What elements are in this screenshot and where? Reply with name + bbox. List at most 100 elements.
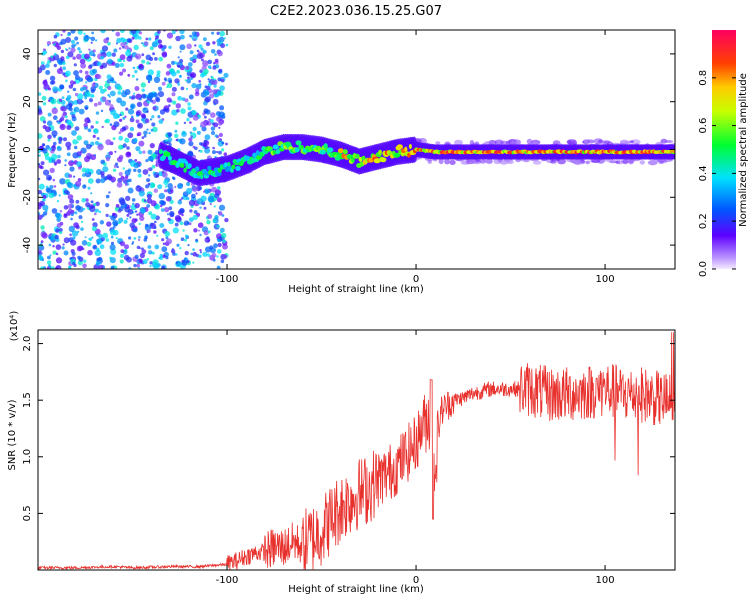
heatmap-cell: [101, 125, 104, 129]
heatmap-cell: [87, 178, 94, 184]
heatmap-cell: [127, 132, 134, 139]
heatmap-cell: [90, 125, 94, 129]
heatmap-cell: [174, 185, 177, 188]
heatmap-cell: [216, 90, 222, 96]
heatmap-cell: [63, 213, 68, 219]
heatmap-cell: [78, 50, 82, 54]
heatmap-cell: [48, 157, 53, 162]
heatmap-cell: [148, 37, 152, 41]
heatmap-cell: [133, 92, 136, 95]
heatmap-cell: [120, 249, 125, 254]
heatmap-cell: [393, 152, 401, 158]
heatmap-cell: [149, 261, 153, 265]
heatmap-cell: [150, 128, 154, 132]
heatmap-cell: [59, 228, 63, 232]
heatmap-cell: [210, 49, 216, 54]
heatmap-cell: [58, 60, 62, 64]
heatmap-cell: [216, 197, 222, 203]
heatmap-cell: [49, 75, 56, 82]
colorbar-ticks: 0.0 0.2 0.4 0.6 0.8: [698, 70, 736, 277]
heatmap-cell: [200, 121, 207, 128]
heatmap-cell: [117, 90, 122, 95]
heatmap-cell: [54, 234, 59, 240]
heatmap-cell: [134, 159, 138, 162]
heatmap-cell: [171, 71, 177, 77]
heatmap-cell: [90, 192, 93, 195]
heatmap-cell: [112, 212, 116, 216]
heatmap-cell: [180, 86, 185, 91]
heatmap-cell: [133, 33, 140, 40]
y-tick-label: 40: [22, 48, 33, 61]
heatmap-cell: [47, 44, 50, 47]
heatmap-cell: [91, 226, 97, 232]
heatmap-cell: [220, 259, 225, 264]
heatmap-cell: [380, 157, 387, 163]
heatmap-cell: [130, 103, 136, 109]
heatmap-cell: [60, 49, 65, 54]
heatmap-cell: [214, 53, 217, 56]
heatmap-cell: [42, 204, 49, 211]
heatmap-cell: [153, 76, 161, 84]
heatmap-cell: [179, 162, 185, 168]
heatmap-cell: [143, 238, 148, 242]
heatmap-cell: [122, 143, 127, 148]
heatmap-cell: [207, 65, 212, 69]
heatmap-cell: [95, 201, 100, 207]
heatmap-cell: [217, 42, 221, 47]
heatmap-cell: [41, 51, 46, 56]
heatmap-cell: [189, 209, 193, 213]
heatmap-cell: [174, 133, 179, 138]
heatmap-cell: [158, 192, 165, 200]
heatmap-cell: [146, 128, 149, 131]
x-tick-label: -100: [216, 575, 239, 586]
heatmap-cell: [46, 41, 52, 46]
heatmap-cell: [187, 163, 192, 169]
heatmap-cell: [574, 159, 582, 166]
heatmap-cell: [189, 34, 192, 38]
heatmap-cell: [176, 243, 180, 247]
heatmap-cell: [179, 208, 185, 214]
heatmap-cell: [146, 258, 150, 261]
heatmap-cell: [195, 238, 199, 242]
heatmap-cell: [109, 123, 113, 126]
heatmap-cell: [48, 243, 52, 247]
heatmap-cell: [191, 34, 198, 42]
heatmap-cell: [95, 261, 101, 266]
heatmap-cell: [147, 149, 153, 155]
heatmap-cell: [65, 55, 70, 60]
heatmap-cell: [46, 260, 52, 265]
heatmap-cell: [51, 153, 58, 160]
heatmap-cell: [158, 256, 161, 260]
heatmap-cell: [196, 198, 203, 205]
heatmap-cell: [205, 96, 211, 103]
heatmap-cell: [171, 60, 176, 65]
heatmap-cell: [75, 180, 82, 187]
heatmap-cell: [199, 233, 202, 237]
heatmap-cell: [71, 251, 76, 256]
heatmap-cell: [164, 185, 168, 188]
heatmap-cell: [165, 196, 172, 202]
heatmap-cell: [73, 63, 77, 67]
heatmap-cell: [216, 150, 219, 154]
heatmap-cell: [174, 222, 179, 227]
heatmap-cell: [207, 195, 215, 202]
heatmap-cell: [42, 102, 47, 106]
heatmap-cell: [64, 164, 67, 167]
heatmap-cell: [174, 78, 180, 84]
heatmap-cell: [68, 174, 73, 178]
heatmap-cell: [566, 158, 574, 163]
heatmap-cell: [51, 107, 58, 115]
heatmap-cell: [87, 186, 91, 190]
heatmap-cell: [73, 106, 80, 113]
heatmap-cell: [138, 124, 141, 127]
heatmap-cell: [166, 213, 170, 216]
heatmap-cell: [147, 92, 154, 99]
heatmap-cell: [107, 85, 112, 91]
heatmap-cell: [208, 80, 211, 83]
heatmap-cell: [197, 222, 204, 228]
heatmap-cell: [53, 141, 57, 146]
heatmap-cell: [115, 204, 120, 208]
heatmap-cell: [99, 264, 104, 269]
heatmap-cell: [214, 134, 218, 138]
heatmap-cell: [221, 148, 225, 152]
